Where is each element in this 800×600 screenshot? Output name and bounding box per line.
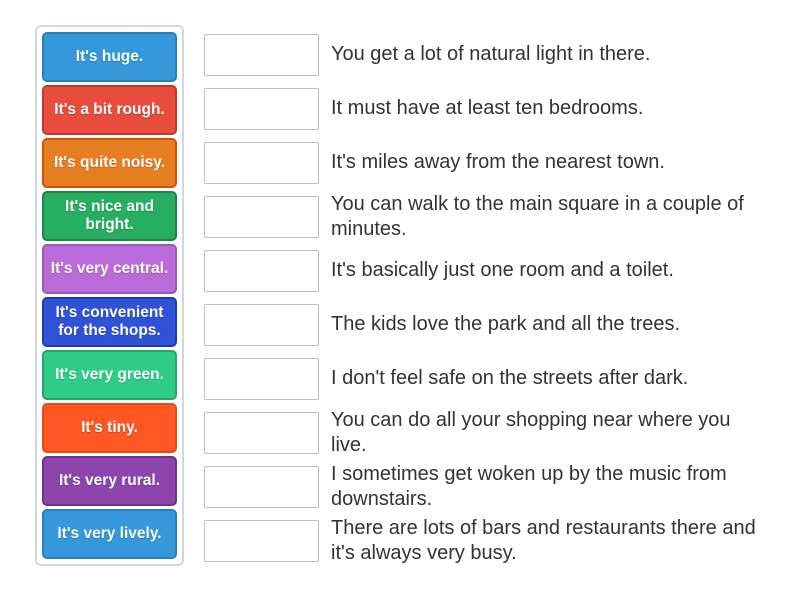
tile-tiny[interactable]: It's tiny.	[42, 403, 177, 453]
clue-text: It's miles away from the nearest town.	[331, 150, 665, 175]
dropzone[interactable]	[204, 88, 319, 130]
tile-convenient[interactable]: It's convenient for the shops.	[42, 297, 177, 347]
clue-text: You get a lot of natural light in there.	[331, 42, 650, 67]
clue-text: You can walk to the main square in a cou…	[331, 192, 765, 242]
tile-noisy[interactable]: It's quite noisy.	[42, 138, 177, 188]
clue-row: It's basically just one room and a toile…	[204, 245, 765, 296]
clue-text: The kids love the park and all the trees…	[331, 312, 680, 337]
dropzone[interactable]	[204, 34, 319, 76]
clue-row: The kids love the park and all the trees…	[204, 299, 765, 350]
tile-green[interactable]: It's very green.	[42, 350, 177, 400]
tile-lively[interactable]: It's very lively.	[42, 509, 177, 559]
tile-bright[interactable]: It's nice and bright.	[42, 191, 177, 241]
dropzone[interactable]	[204, 250, 319, 292]
clue-text: You can do all your shopping near where …	[331, 408, 765, 458]
clues-column: You get a lot of natural light in there.…	[204, 25, 765, 566]
clue-text: There are lots of bars and restaurants t…	[331, 516, 765, 566]
dropzone[interactable]	[204, 304, 319, 346]
tile-rural[interactable]: It's very rural.	[42, 456, 177, 506]
draggable-tiles-column: It's huge. It's a bit rough. It's quite …	[35, 25, 184, 566]
clue-text: I don't feel safe on the streets after d…	[331, 366, 688, 391]
tile-rough[interactable]: It's a bit rough.	[42, 85, 177, 135]
clue-row: I sometimes get woken up by the music fr…	[204, 461, 765, 512]
clue-row: It's miles away from the nearest town.	[204, 137, 765, 188]
clue-row: You get a lot of natural light in there.	[204, 29, 765, 80]
dropzone[interactable]	[204, 520, 319, 562]
dropzone[interactable]	[204, 466, 319, 508]
clue-text: It must have at least ten bedrooms.	[331, 96, 643, 121]
matching-exercise: It's huge. It's a bit rough. It's quite …	[35, 25, 765, 566]
clue-row: It must have at least ten bedrooms.	[204, 83, 765, 134]
dropzone[interactable]	[204, 412, 319, 454]
clue-text: It's basically just one room and a toile…	[331, 258, 674, 283]
clue-row: I don't feel safe on the streets after d…	[204, 353, 765, 404]
dropzone[interactable]	[204, 358, 319, 400]
clue-row: You can do all your shopping near where …	[204, 407, 765, 458]
clue-text: I sometimes get woken up by the music fr…	[331, 462, 765, 512]
dropzone[interactable]	[204, 142, 319, 184]
tile-central[interactable]: It's very central.	[42, 244, 177, 294]
clue-row: You can walk to the main square in a cou…	[204, 191, 765, 242]
clue-row: There are lots of bars and restaurants t…	[204, 515, 765, 566]
tile-huge[interactable]: It's huge.	[42, 32, 177, 82]
dropzone[interactable]	[204, 196, 319, 238]
